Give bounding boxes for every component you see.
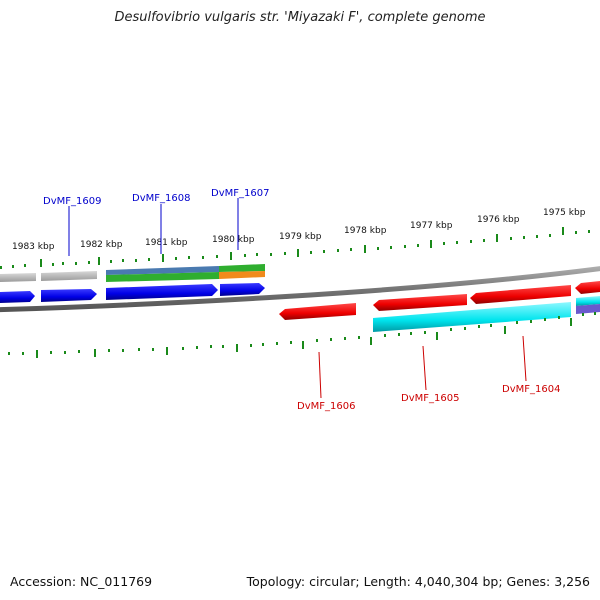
accession-text: Accession: NC_011769 — [10, 574, 153, 589]
scale-label: 1976 kbp — [477, 215, 520, 225]
scale-label: 1979 kbp — [279, 232, 322, 242]
upper-tick-ring — [0, 227, 590, 269]
gene-label-dvmf-1609: DvMF_1609 — [43, 196, 101, 207]
gene-label-dvmf-1604: DvMF_1604 — [502, 384, 560, 395]
scale-label: 1980 kbp — [212, 235, 255, 245]
scale-label: 1983 kbp — [12, 242, 55, 252]
gene-label-dvmf-1607: DvMF_1607 — [211, 188, 269, 199]
scale-label: 1978 kbp — [344, 226, 387, 236]
gene-arrow-reverse — [470, 285, 571, 304]
gene-arrow-reverse — [279, 303, 356, 320]
gene-label-dvmf-1608: DvMF_1608 — [132, 193, 190, 204]
cog-track-reverse — [373, 296, 600, 332]
gene-arrow-reverse — [373, 294, 467, 311]
topology-text: Topology: circular; Length: 4,040,304 bp… — [246, 574, 590, 589]
gene-labels[interactable]: DvMF_1609 DvMF_1608 DvMF_1607 DvMF_1606 … — [43, 188, 560, 412]
gene-label-dvmf-1606: DvMF_1606 — [297, 401, 355, 412]
gene-arrow-reverse — [575, 281, 600, 294]
cog-track-forward — [0, 264, 265, 282]
genome-backbone — [0, 266, 600, 313]
reverse-strand-genes[interactable] — [279, 281, 600, 320]
scale-label: 1982 kbp — [80, 240, 123, 250]
scale-labels: 1983 kbp 1982 kbp 1981 kbp 1980 kbp 1979… — [12, 208, 586, 252]
scale-label: 1975 kbp — [543, 208, 586, 218]
gene-arrow-forward — [0, 291, 35, 303]
gene-arrow-forward — [41, 289, 97, 302]
gene-label-dvmf-1605: DvMF_1605 — [401, 393, 459, 404]
forward-strand-genes[interactable] — [0, 283, 265, 303]
scale-label: 1981 kbp — [145, 238, 188, 248]
label-leaders — [68, 198, 527, 399]
gene-arrow-forward — [220, 283, 265, 296]
gene-arrow-forward — [106, 284, 218, 300]
map-title: Desulfovibrio vulgaris str. 'Miyazaki F'… — [114, 10, 486, 25]
scale-label: 1977 kbp — [410, 221, 453, 231]
lower-tick-ring — [8, 312, 596, 358]
